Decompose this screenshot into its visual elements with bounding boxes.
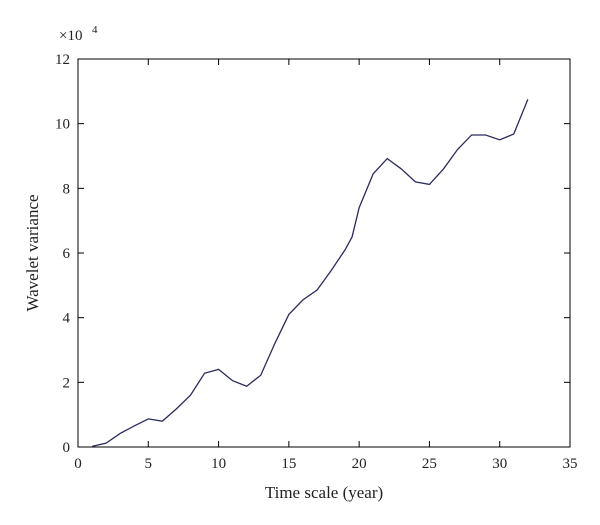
y-tick-label: 8 <box>63 181 71 197</box>
x-tick-label: 10 <box>211 456 226 472</box>
x-tick-label: 25 <box>422 456 437 472</box>
x-tick-label: 15 <box>281 456 296 472</box>
x-tick-label: 35 <box>563 456 578 472</box>
x-tick-label: 20 <box>352 456 367 472</box>
y-axis-multiplier-exponent: 4 <box>92 24 98 36</box>
y-tick-label: 12 <box>55 52 70 68</box>
x-axis-title: Time scale (year) <box>265 483 383 502</box>
x-tick-label: 0 <box>74 456 82 472</box>
x-axis-ticks: 0 5 10 15 20 25 30 35 <box>74 59 578 472</box>
y-axis-multiplier: ×10 <box>59 28 82 44</box>
series-line <box>91 99 529 447</box>
y-tick-label: 10 <box>55 117 70 133</box>
y-tick-label: 6 <box>63 246 71 262</box>
y-tick-label: 0 <box>63 440 71 456</box>
y-tick-label: 2 <box>63 375 71 391</box>
x-tick-label: 5 <box>145 456 153 472</box>
x-tick-label: 30 <box>492 456 507 472</box>
plot-area <box>77 58 571 448</box>
y-axis-title: Wavelet variance <box>23 194 42 311</box>
y-axis-ticks: 0 2 4 6 8 10 12 <box>55 52 570 456</box>
y-tick-label: 4 <box>63 311 71 327</box>
